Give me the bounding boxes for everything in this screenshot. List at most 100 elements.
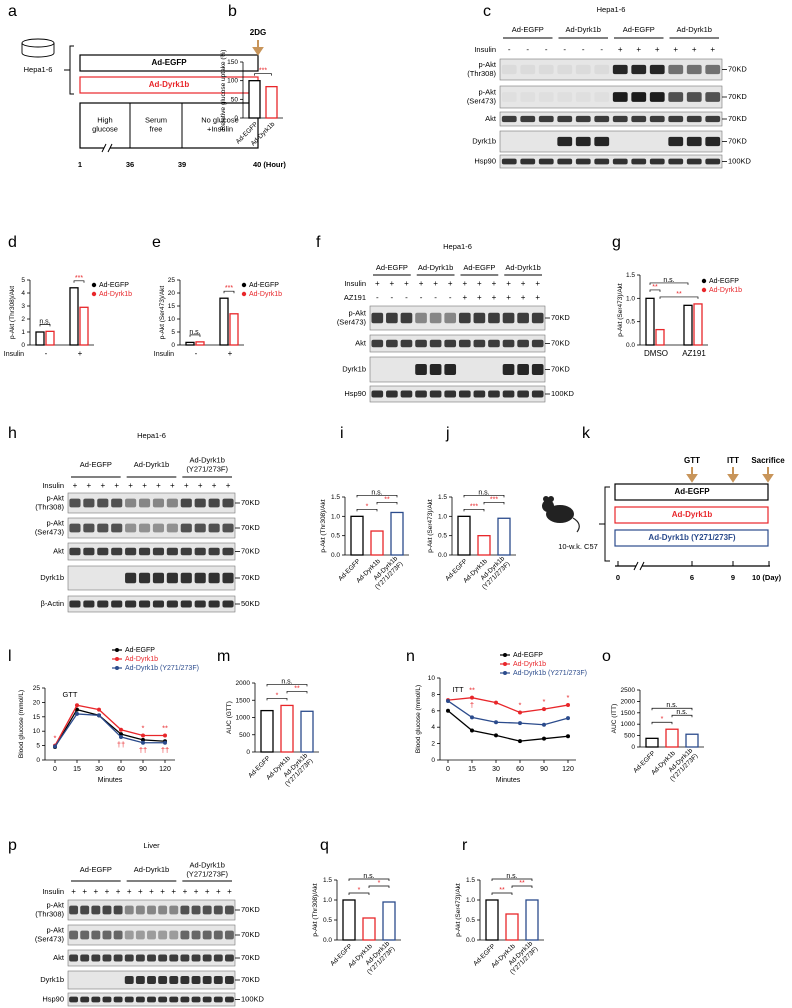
band (138, 600, 151, 608)
panel-label: b (228, 3, 237, 20)
significance-label: * (358, 887, 361, 894)
band (612, 158, 628, 165)
significance-label: n.s. (363, 873, 374, 880)
band (158, 996, 168, 1003)
group-label: Ad-EGFP (80, 460, 112, 469)
band (180, 954, 190, 962)
band (502, 92, 517, 102)
y-tick-label: 0.5 (331, 532, 340, 539)
panel-label: g (612, 234, 621, 251)
panel-label: d (8, 234, 17, 251)
band (194, 572, 206, 584)
group-label: Ad-EGFP (623, 25, 655, 34)
blot-strip (369, 305, 546, 331)
row-label: Dyrk1b (40, 573, 64, 582)
panel-label: m (217, 648, 230, 665)
band (113, 905, 123, 915)
band (501, 64, 517, 75)
band (202, 905, 212, 915)
band (194, 547, 206, 556)
band (91, 996, 101, 1003)
row-label: p-Akt (Ser473) (467, 88, 497, 106)
y-tick-label: 10 (428, 675, 436, 682)
y-tick-label: 1.5 (626, 272, 635, 279)
sign: + (160, 887, 165, 896)
point (542, 736, 546, 741)
band (124, 905, 134, 915)
x-tick-label: 15 (73, 766, 81, 773)
sign: + (156, 481, 161, 490)
y-tick-label: 150 (227, 59, 238, 66)
sign: + (477, 293, 482, 302)
panel-label: j (445, 425, 450, 442)
significance-bracket (73, 280, 85, 283)
sign: + (521, 293, 526, 302)
y-tick-label: 0.0 (331, 552, 340, 559)
y-tick-label: 0 (21, 342, 25, 349)
band (686, 115, 702, 123)
sign: - (376, 293, 379, 302)
sign: + (198, 481, 203, 490)
y-tick-label: 1.0 (323, 897, 332, 904)
bar (525, 899, 539, 941)
legend-label: Ad-Dyrk1b (249, 291, 282, 298)
significance-bracket (286, 691, 308, 694)
row-label: Dyrk1b (472, 136, 496, 145)
size-label: 70KD (241, 930, 260, 939)
band (113, 954, 123, 962)
band (202, 930, 212, 940)
significance-label: n.s. (478, 489, 489, 496)
point (75, 707, 79, 712)
band (83, 547, 95, 556)
panel-label: f (316, 234, 321, 251)
group-label: Ad-Dyrk1b (Y271/273F) (648, 533, 735, 542)
size-label: 70KD (241, 546, 260, 555)
point (542, 722, 546, 727)
break-mark (101, 143, 113, 153)
significance-label: n.s. (506, 873, 517, 880)
band (202, 996, 212, 1003)
band (501, 158, 517, 165)
sign: + (375, 279, 380, 288)
y-tick-label: 0 (234, 115, 238, 122)
band (520, 64, 536, 75)
size-label: 70KD (551, 313, 570, 322)
band (631, 92, 647, 102)
band (191, 976, 201, 984)
x-tick-label: 120 (562, 766, 574, 773)
significance-label: n.s. (281, 678, 292, 685)
x-axis-label: Minutes (98, 777, 123, 784)
event: ITT (727, 456, 739, 465)
x-tick-label: 0 (446, 766, 450, 773)
significance-bracket (223, 290, 235, 294)
band (125, 547, 137, 556)
legend-marker (241, 291, 247, 297)
point (566, 703, 570, 708)
bar (260, 709, 274, 753)
row-label: Hsp90 (42, 994, 64, 1003)
legend-label: Ad-Dyrk1b (709, 287, 742, 294)
band (208, 547, 220, 556)
band (224, 996, 234, 1003)
group-label: Ad-EGFP (376, 263, 408, 272)
significance-bracket (376, 501, 398, 505)
point (119, 734, 123, 739)
sign: + (618, 45, 623, 54)
annotation: ** (162, 724, 168, 733)
band (415, 390, 427, 398)
bar (265, 85, 278, 119)
x-axis-label: Insulin (4, 351, 24, 358)
point (97, 707, 101, 712)
band (612, 64, 628, 75)
band (371, 312, 384, 324)
band (202, 976, 212, 984)
y-tick-label: 8 (431, 691, 435, 698)
sign: + (492, 279, 497, 288)
break-gap (104, 145, 110, 151)
significance-label: * (276, 692, 279, 699)
group-box (614, 483, 769, 501)
sign: + (184, 481, 189, 490)
arrows (686, 467, 774, 483)
bar (185, 341, 195, 346)
panel-label: q (320, 837, 329, 854)
